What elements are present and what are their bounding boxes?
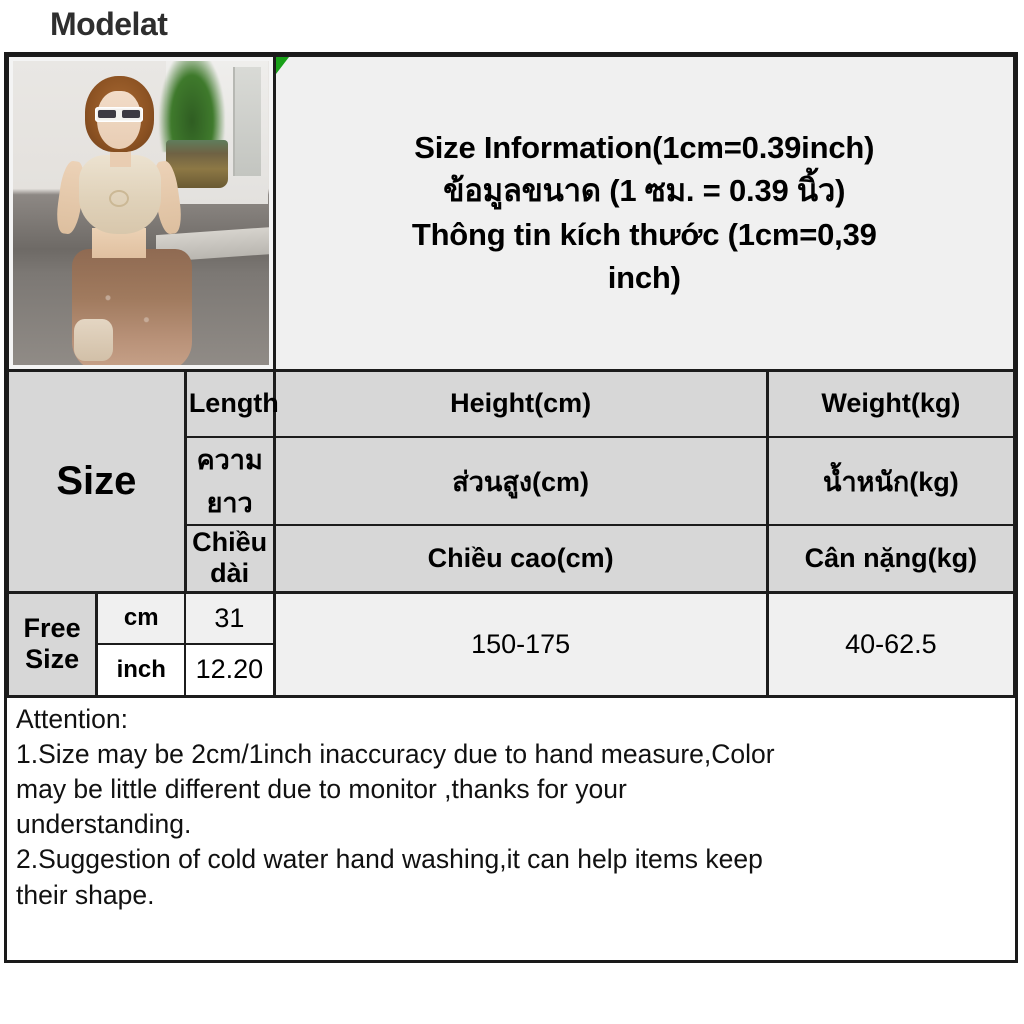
attention-line-4: 2.Suggestion of cold water hand washing,… bbox=[16, 844, 763, 875]
attention-line-5: their shape. bbox=[16, 879, 155, 910]
size-column-label-cell: Size bbox=[6, 369, 187, 594]
sunglasses-icon bbox=[94, 106, 144, 122]
product-photo bbox=[13, 61, 269, 365]
photo-plant bbox=[158, 61, 226, 153]
value-length-cm: 31 bbox=[184, 591, 275, 645]
size-column-label: Size bbox=[56, 458, 137, 503]
table-row-headers-vi: Chiều dài Chiều cao(cm) Cân nặng(kg) bbox=[8, 524, 1015, 594]
header-height-vi: Chiều cao(cm) bbox=[272, 524, 769, 594]
photo-model-bag bbox=[74, 318, 113, 362]
attention-section: Attention: 1.Size may be 2cm/1inch inacc… bbox=[8, 696, 1014, 960]
row-label-free-size: Free Size bbox=[7, 591, 99, 698]
size-chart-table-frame: Size Information(1cm=0.39inch) ข้อมูลขนา… bbox=[4, 52, 1018, 963]
table-row-headers-en: Size Length Height(cm) Weight(kg) bbox=[6, 369, 1015, 594]
unit-label-inch: inch bbox=[95, 643, 187, 698]
header-weight-en: Weight(kg) bbox=[765, 369, 1015, 438]
table-row-freesize-cm: Free Size cm 31 150-175 40-62.5 bbox=[7, 591, 1015, 698]
attention-line-2: may be little different due to monitor ,… bbox=[16, 773, 627, 804]
header-height-en: Height(cm) bbox=[272, 369, 769, 438]
header-weight-th: น้ำหนัก(kg) bbox=[765, 436, 1015, 526]
unit-label-cm: cm bbox=[95, 591, 187, 645]
size-chart-table: Size Information(1cm=0.39inch) ข้อมูลขนา… bbox=[6, 55, 1015, 960]
size-info-line-vi-2: inch) bbox=[607, 260, 681, 296]
table-row-header-banner: Size Information(1cm=0.39inch) ข้อมูลขนา… bbox=[7, 55, 1015, 372]
value-height-range: 150-175 bbox=[272, 591, 769, 698]
attention-line-3: understanding. bbox=[16, 809, 192, 840]
size-information-banner: Size Information(1cm=0.39inch) ข้อมูลขนา… bbox=[273, 55, 1015, 372]
photo-model-top bbox=[79, 155, 162, 234]
green-triangle-marker-icon bbox=[275, 57, 289, 74]
value-length-inch: 12.20 bbox=[184, 643, 275, 698]
header-length-th: ความยาว bbox=[184, 436, 275, 526]
size-info-line-vi-1: Thông tin kích thước (1cm=0,39 bbox=[411, 216, 877, 252]
attention-title: Attention: bbox=[16, 703, 128, 734]
brand-watermark: Modelat bbox=[50, 6, 168, 42]
value-weight-range: 40-62.5 bbox=[765, 591, 1015, 698]
header-length-vi: Chiều dài bbox=[184, 524, 275, 594]
size-info-line-en: Size Information(1cm=0.39inch) bbox=[414, 129, 875, 165]
size-info-line-th: ข้อมูลขนาด (1 ซม. = 0.39 นิ้ว) bbox=[443, 173, 846, 209]
product-photo-cell bbox=[7, 55, 276, 372]
photo-door bbox=[232, 67, 261, 177]
table-row-attention: Attention: 1.Size may be 2cm/1inch inacc… bbox=[8, 696, 1014, 960]
attention-line-1: 1.Size may be 2cm/1inch inaccuracy due t… bbox=[16, 738, 775, 769]
table-row-headers-th: ความยาว ส่วนสูง(cm) น้ำหนัก(kg) bbox=[8, 436, 1015, 526]
table-row-freesize-inch: inch 12.20 bbox=[8, 643, 1014, 698]
header-weight-vi: Cân nặng(kg) bbox=[765, 524, 1015, 594]
header-height-th: ส่วนสูง(cm) bbox=[272, 436, 769, 526]
header-length-en: Length bbox=[184, 369, 279, 438]
size-information-text: Size Information(1cm=0.39inch) ข้อมูลขนา… bbox=[302, 126, 988, 300]
